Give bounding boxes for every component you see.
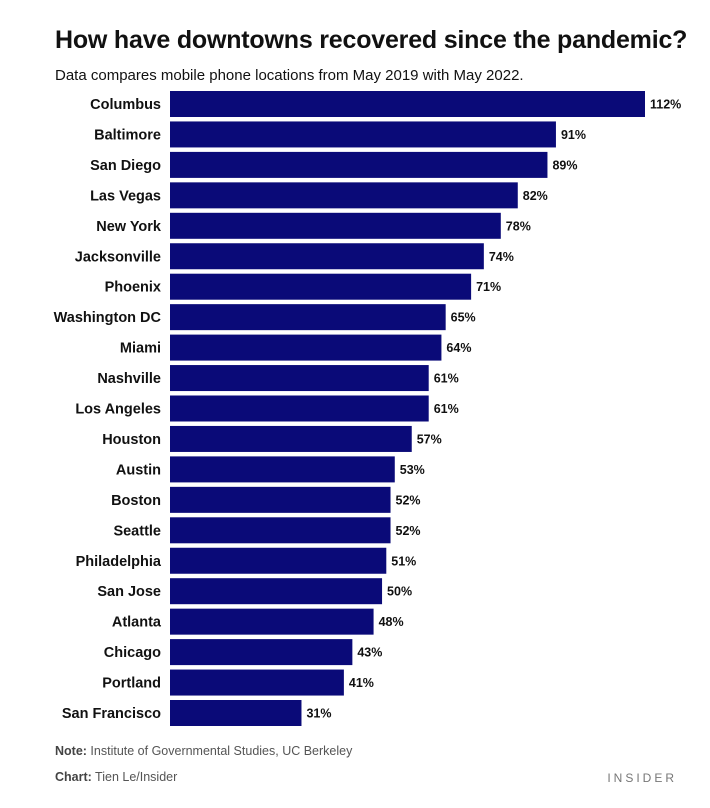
bar: [170, 517, 391, 544]
bar: [170, 639, 353, 666]
value-label: 71%: [476, 280, 501, 294]
category-label: Nashville: [97, 371, 161, 387]
category-label: Boston: [111, 493, 161, 509]
category-label: San Diego: [90, 158, 161, 174]
category-label: Columbus: [90, 97, 161, 113]
bar: [170, 243, 484, 270]
bar: [170, 578, 383, 605]
bar: [170, 425, 412, 452]
value-label: 53%: [400, 463, 425, 477]
value-label: 51%: [391, 554, 416, 568]
value-label: 31%: [306, 707, 331, 721]
value-label: 64%: [446, 341, 471, 355]
category-label: Baltimore: [94, 127, 161, 143]
bar: [170, 334, 442, 361]
bar: [170, 395, 429, 422]
credit-label: Chart:: [55, 770, 92, 784]
bar: [170, 121, 556, 148]
value-label: 57%: [417, 432, 442, 446]
value-label: 65%: [451, 311, 476, 325]
category-label: Houston: [102, 432, 161, 448]
bar-chart: Columbus 112% Baltimore 91% San Diego 89% Las …: [54, 91, 681, 726]
bar: [170, 700, 302, 726]
note-text: Institute of Governmental Studies, UC Be…: [86, 744, 353, 758]
category-label: Seattle: [113, 523, 161, 539]
category-label: Jacksonville: [75, 249, 161, 265]
category-label: Las Vegas: [90, 188, 161, 204]
bar: [170, 456, 395, 483]
chart-title: How have downtowns recovered since the p…: [55, 26, 688, 54]
bar: [170, 486, 391, 513]
bar: [170, 669, 344, 696]
source-note: Note: Institute of Governmental Studies,…: [55, 744, 352, 758]
value-label: 52%: [396, 524, 421, 538]
category-label: Los Angeles: [75, 402, 161, 418]
value-label: 89%: [552, 158, 577, 172]
bar: [170, 212, 501, 239]
value-label: 78%: [506, 219, 531, 233]
insider-logo: INSIDER: [607, 771, 677, 785]
value-label: 91%: [561, 128, 586, 142]
category-label: Portland: [102, 676, 161, 692]
credit-text: Tien Le/Insider: [91, 770, 178, 784]
value-label: 43%: [357, 646, 382, 660]
value-label: 48%: [379, 615, 404, 629]
category-label: Washington DC: [54, 310, 162, 326]
chart-credit: Chart: Tien Le/Insider: [55, 770, 177, 784]
category-label: Phoenix: [105, 280, 161, 296]
category-label: Philadelphia: [76, 554, 162, 570]
category-label: San Jose: [97, 584, 161, 600]
chart-subtitle: Data compares mobile phone locations fro…: [55, 67, 524, 84]
category-label: San Francisco: [62, 706, 161, 722]
value-label: 61%: [434, 372, 459, 386]
bar: [170, 304, 446, 331]
value-label: 61%: [434, 402, 459, 416]
value-label: 52%: [396, 493, 421, 507]
note-label: Note:: [55, 744, 87, 758]
value-label: 82%: [523, 189, 548, 203]
bar: [170, 182, 518, 209]
value-label: 41%: [349, 676, 374, 690]
value-label: 74%: [489, 250, 514, 264]
category-label: Atlanta: [112, 615, 162, 631]
bar: [170, 151, 548, 178]
bar: [170, 91, 645, 117]
bar: [170, 273, 472, 300]
category-label: Austin: [116, 462, 161, 478]
bar: [170, 365, 429, 392]
value-label: 112%: [650, 98, 681, 112]
value-label: 50%: [387, 585, 412, 599]
category-label: Miami: [120, 341, 161, 357]
category-label: New York: [96, 219, 162, 235]
category-label: Chicago: [104, 645, 161, 661]
bar: [170, 547, 387, 574]
bar: [170, 608, 374, 635]
